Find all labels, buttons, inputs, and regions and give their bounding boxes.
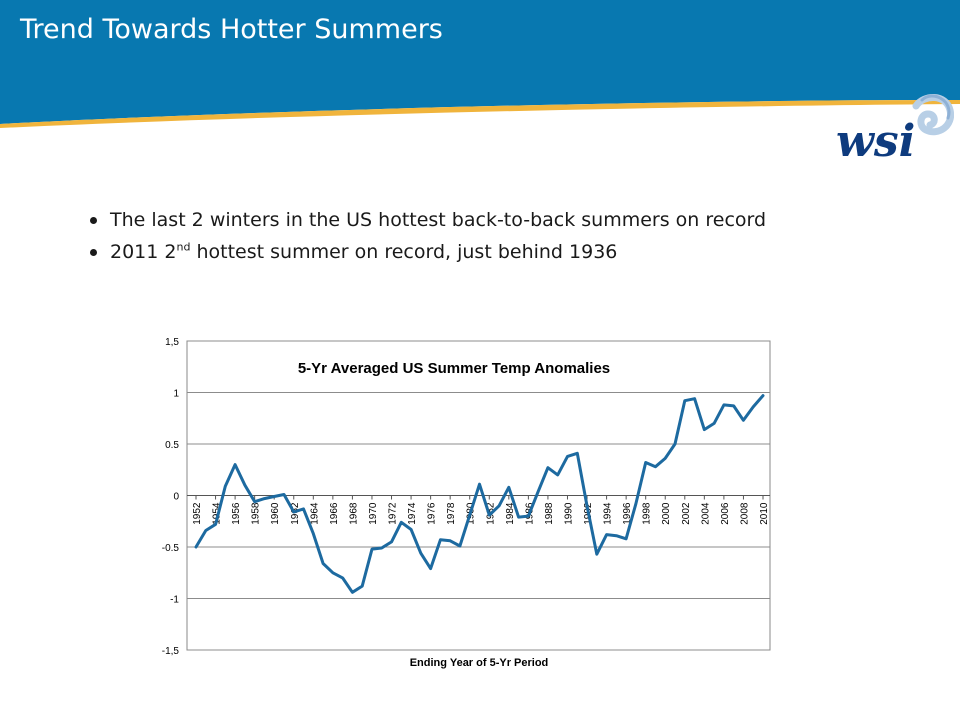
y-tick-label: -0.5 xyxy=(162,543,180,554)
x-axis-label: Ending Year of 5-Yr Period xyxy=(410,657,549,669)
x-tick-label: 1978 xyxy=(446,502,457,525)
bullet-item: 2011 2nd hottest summer on record, just … xyxy=(88,236,766,268)
y-tick-label: 1 xyxy=(173,389,179,400)
x-tick-label: 2006 xyxy=(720,502,731,525)
bullet-text-post: hottest summer on record, just behind 19… xyxy=(190,241,618,263)
x-tick-label: 1972 xyxy=(388,502,399,525)
header-banner xyxy=(0,0,960,128)
x-tick-label: 2004 xyxy=(700,502,711,525)
x-tick-label: 1984 xyxy=(505,502,516,525)
x-tick-label: 1962 xyxy=(290,502,301,525)
y-tick-label: -1,5 xyxy=(162,646,180,657)
bullet-text: The last 2 winters in the US hottest bac… xyxy=(110,209,767,231)
chart-plot-area xyxy=(194,394,765,594)
bullet-list: The last 2 winters in the US hottest bac… xyxy=(88,204,766,268)
x-tick-label: 2008 xyxy=(739,502,750,525)
slide-title: Trend Towards Hotter Summers xyxy=(20,14,443,45)
wsi-logo: wsi xyxy=(836,94,954,162)
bullet-text-pre: 2011 2 xyxy=(110,241,177,263)
bullet-superscript: nd xyxy=(176,240,191,254)
y-tick-label: 1,5 xyxy=(165,337,179,348)
x-tick-label: 1974 xyxy=(407,502,418,525)
x-tick-label: 2002 xyxy=(681,502,692,525)
y-axis-ticks: 1,5 1 0.5 0 -0.5 -1 -1,5 xyxy=(162,337,180,657)
bullet-item: The last 2 winters in the US hottest bac… xyxy=(88,204,766,236)
wsi-logo-text: wsi xyxy=(836,116,915,162)
x-tick-label: 1990 xyxy=(563,502,574,525)
series-line xyxy=(194,394,765,594)
x-tick-label: 1956 xyxy=(231,502,242,525)
chart-title: 5-Yr Averaged US Summer Temp Anomalies xyxy=(298,360,610,377)
y-tick-label: 0.5 xyxy=(165,440,179,451)
wsi-swirl-icon xyxy=(912,94,954,136)
y-tick-label: 0 xyxy=(173,492,179,503)
x-tick-label: 1960 xyxy=(270,502,281,525)
x-tick-label: 2010 xyxy=(759,502,770,525)
x-tick-label: 1988 xyxy=(544,502,555,525)
x-tick-label: 1994 xyxy=(603,502,614,525)
y-tick-label: -1 xyxy=(170,595,179,606)
x-tick-label: 1998 xyxy=(642,502,653,525)
x-tick-label: 1970 xyxy=(368,502,379,525)
x-tick-label: 1952 xyxy=(192,502,203,525)
x-tick-label: 1964 xyxy=(309,502,320,525)
x-tick-label: 1968 xyxy=(348,502,359,525)
x-tick-label: 1976 xyxy=(427,502,438,525)
x-tick-label: 1958 xyxy=(251,502,262,525)
x-tick-label: 1966 xyxy=(329,502,340,525)
x-tick-label: 1996 xyxy=(622,502,633,525)
x-tick-label: 2000 xyxy=(661,502,672,525)
x-axis-ticks: 1952 1954 1956 1958 1960 1962 1964 1966 1968 1970… xyxy=(192,495,770,525)
